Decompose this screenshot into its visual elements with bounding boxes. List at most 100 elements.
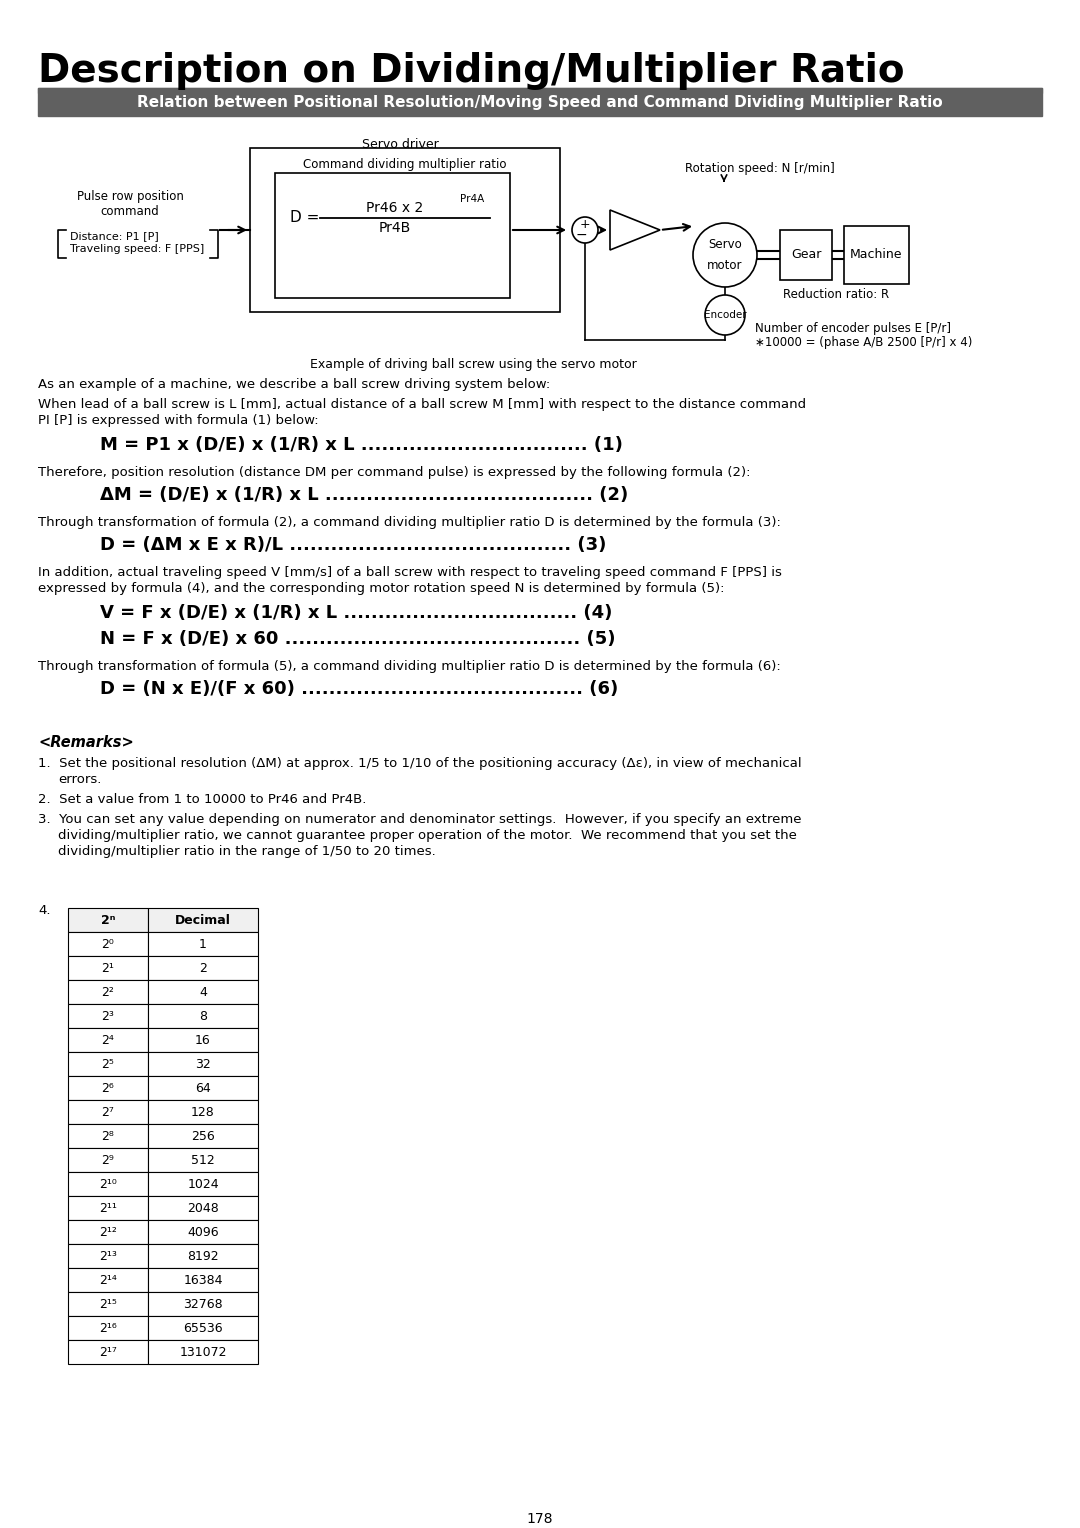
Text: N = F x (D/E) x 60 ........................................... (5): N = F x (D/E) x 60 .....................…	[100, 630, 616, 648]
Text: 2ⁿ: 2ⁿ	[100, 914, 116, 926]
Text: 4.: 4.	[38, 905, 51, 917]
Bar	[148, 1196, 258, 1219]
Text: Servo: Servo	[708, 238, 742, 251]
Bar	[68, 1268, 148, 1293]
Text: 2: 2	[199, 961, 207, 975]
Bar	[68, 957, 148, 979]
Text: +: +	[580, 217, 591, 231]
Text: Relation between Positional Resolution/Moving Speed and Command Dividing Multipl: Relation between Positional Resolution/M…	[137, 95, 943, 110]
Bar	[148, 932, 258, 957]
Bar	[68, 1196, 148, 1219]
Text: 2¹⁷: 2¹⁷	[99, 1346, 117, 1358]
Text: Decimal: Decimal	[175, 914, 231, 926]
Bar	[68, 1004, 148, 1028]
Text: Therefore, position resolution (distance DM per command pulse) is expressed by t: Therefore, position resolution (distance…	[38, 466, 751, 478]
Text: 2¹⁶: 2¹⁶	[99, 1322, 117, 1334]
Text: 2¹³: 2¹³	[99, 1250, 117, 1262]
Bar	[38, 89, 1042, 93]
Text: In addition, actual traveling speed V [mm/s] of a ball screw with respect to tra: In addition, actual traveling speed V [m…	[38, 565, 782, 579]
Text: Machine: Machine	[850, 249, 902, 261]
Bar	[68, 908, 148, 932]
Text: 2¹²: 2¹²	[99, 1225, 117, 1239]
Bar	[68, 1244, 148, 1268]
Text: 2⁹: 2⁹	[102, 1154, 114, 1166]
Text: D = (ΔM x E x R)/L ......................................... (3): D = (ΔM x E x R)/L .....................…	[100, 536, 606, 555]
Text: 2048: 2048	[187, 1201, 219, 1215]
Text: 2⁸: 2⁸	[102, 1129, 114, 1143]
Bar	[68, 1219, 148, 1244]
Bar	[148, 1268, 258, 1293]
Text: 256: 256	[191, 1129, 215, 1143]
Text: dividing/multiplier ratio, we cannot guarantee proper operation of the motor.  W: dividing/multiplier ratio, we cannot gua…	[58, 830, 797, 842]
Text: <Remarks>: <Remarks>	[38, 735, 134, 750]
Bar	[68, 1172, 148, 1196]
Bar	[148, 1293, 258, 1316]
Bar	[148, 1004, 258, 1028]
Text: 2.  Set a value from 1 to 10000 to Pr46 and Pr4B.: 2. Set a value from 1 to 10000 to Pr46 a…	[38, 793, 366, 805]
Bar	[843, 226, 909, 284]
Bar	[148, 1076, 258, 1100]
Text: 64: 64	[195, 1082, 211, 1094]
Text: ∗10000 = (phase A/B 2500 [P/r] x 4): ∗10000 = (phase A/B 2500 [P/r] x 4)	[755, 336, 972, 348]
Bar	[148, 1028, 258, 1051]
Text: 1.  Set the positional resolution (ΔM) at approx. 1/5 to 1/10 of the positioning: 1. Set the positional resolution (ΔM) at…	[38, 756, 801, 770]
Text: 65536: 65536	[184, 1322, 222, 1334]
Text: PI [P] is expressed with formula (1) below:: PI [P] is expressed with formula (1) bel…	[38, 414, 319, 426]
Text: 8192: 8192	[187, 1250, 219, 1262]
Bar	[249, 148, 561, 312]
Text: V = F x (D/E) x (1/R) x L .................................. (4): V = F x (D/E) x (1/R) x L ..............…	[100, 604, 612, 622]
Text: Command dividing multiplier ratio: Command dividing multiplier ratio	[303, 157, 507, 171]
Text: 32: 32	[195, 1057, 211, 1071]
Bar	[148, 1100, 258, 1125]
Circle shape	[572, 217, 598, 243]
Text: Through transformation of formula (2), a command dividing multiplier ratio D is : Through transformation of formula (2), a…	[38, 516, 781, 529]
Text: Pr4B: Pr4B	[379, 222, 411, 235]
Text: 512: 512	[191, 1154, 215, 1166]
Bar	[68, 1316, 148, 1340]
Bar	[68, 1100, 148, 1125]
Bar	[68, 979, 148, 1004]
Text: Pr4A: Pr4A	[460, 194, 484, 205]
Text: Traveling speed: F [PPS]: Traveling speed: F [PPS]	[70, 244, 204, 254]
Bar	[148, 908, 258, 932]
Text: Through transformation of formula (5), a command dividing multiplier ratio D is : Through transformation of formula (5), a…	[38, 660, 781, 672]
Text: motor: motor	[707, 260, 743, 272]
Text: Pulse row position: Pulse row position	[77, 189, 184, 203]
Text: 178: 178	[527, 1513, 553, 1526]
Text: 2¹⁰: 2¹⁰	[99, 1178, 117, 1190]
Text: 4096: 4096	[187, 1225, 219, 1239]
Text: 4: 4	[199, 986, 207, 998]
Text: 2¹: 2¹	[102, 961, 114, 975]
Text: When lead of a ball screw is L [mm], actual distance of a ball screw M [mm] with: When lead of a ball screw is L [mm], act…	[38, 397, 806, 411]
Text: 2¹⁵: 2¹⁵	[99, 1297, 117, 1311]
Text: 2³: 2³	[102, 1010, 114, 1022]
Bar	[148, 1172, 258, 1196]
Text: M = P1 x (D/E) x (1/R) x L ................................. (1): M = P1 x (D/E) x (1/R) x L .............…	[100, 435, 623, 454]
Text: 2⁰: 2⁰	[102, 938, 114, 950]
Text: Rotation speed: N [r/min]: Rotation speed: N [r/min]	[685, 162, 835, 176]
Text: D = (N x E)/(F x 60) ......................................... (6): D = (N x E)/(F x 60) ...................…	[100, 680, 618, 698]
Text: errors.: errors.	[58, 773, 102, 785]
Text: 16384: 16384	[184, 1273, 222, 1287]
Text: Number of encoder pulses E [P/r]: Number of encoder pulses E [P/r]	[755, 322, 951, 335]
Text: 32768: 32768	[184, 1297, 222, 1311]
Text: Distance: P1 [P]: Distance: P1 [P]	[70, 231, 159, 241]
Text: 1: 1	[199, 938, 207, 950]
Text: dividing/multiplier ratio in the range of 1/50 to 20 times.: dividing/multiplier ratio in the range o…	[58, 845, 435, 859]
Bar	[148, 1051, 258, 1076]
Text: 16: 16	[195, 1033, 211, 1047]
Text: 131072: 131072	[179, 1346, 227, 1358]
Text: 2⁵: 2⁵	[102, 1057, 114, 1071]
Text: 8: 8	[199, 1010, 207, 1022]
Bar	[68, 932, 148, 957]
Bar	[148, 957, 258, 979]
Bar	[148, 1148, 258, 1172]
Bar	[780, 231, 832, 280]
Text: Encoder: Encoder	[704, 310, 746, 319]
Text: 1024: 1024	[187, 1178, 219, 1190]
Text: 2⁷: 2⁷	[102, 1105, 114, 1118]
Bar	[148, 1219, 258, 1244]
Bar	[68, 1051, 148, 1076]
Text: Gear: Gear	[791, 249, 821, 261]
Bar	[68, 1293, 148, 1316]
